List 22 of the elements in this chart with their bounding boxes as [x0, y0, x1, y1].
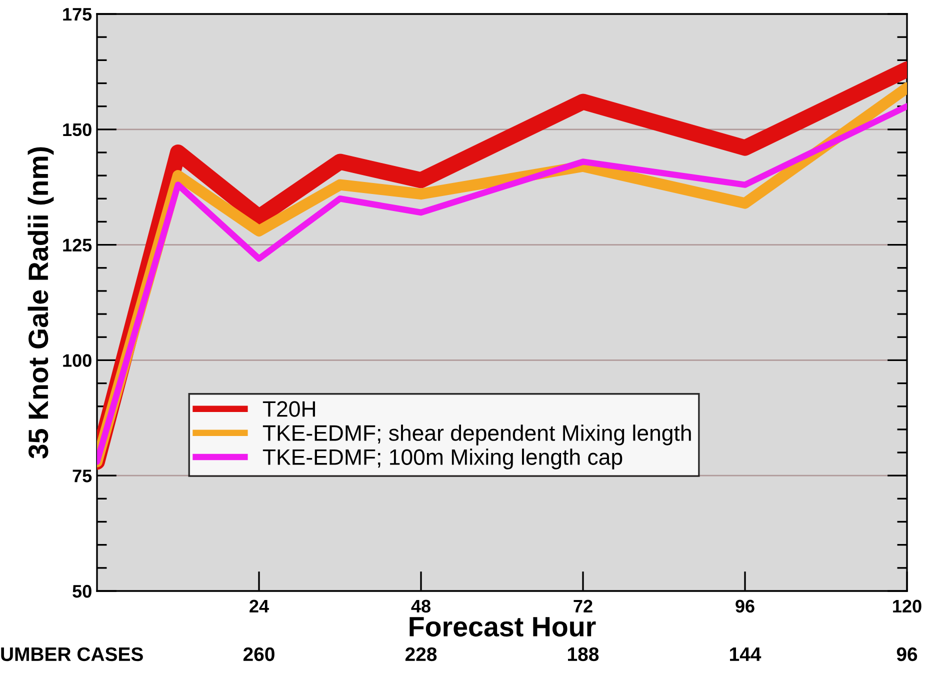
y-tick-label: 175 [63, 8, 92, 21]
text: 96 [896, 647, 918, 662]
x-tick-label: 120 [893, 600, 922, 613]
text: UMBER CASES [1, 647, 143, 662]
x-tick-label: 96 [736, 600, 754, 613]
text: 260 [243, 647, 274, 662]
y-tick-label: 100 [63, 354, 92, 367]
x-tick-label: 24 [250, 600, 269, 612]
legend-label: TKE-EDMF; shear dependent Mixing length [262, 424, 691, 446]
x-tick-label: 48 [411, 600, 430, 613]
y-axis-title: 35 Knot Gale Radii (nm) [28, 147, 54, 459]
y-tick-label: 125 [63, 238, 92, 252]
x-axis-title: Forecast Hour [410, 617, 596, 637]
y-tick-label: 150 [63, 123, 92, 136]
legend-label: TKE-EDMF; 100m Mixing length cap [262, 448, 622, 470]
y-tick-label: 50 [72, 584, 92, 598]
legend-label: T20H [262, 401, 315, 417]
text: 228 [405, 647, 437, 662]
text: 188 [568, 647, 599, 662]
x-tick-label: 72 [574, 600, 592, 612]
y-tick-label: 75 [72, 470, 92, 482]
text: 144 [730, 648, 762, 661]
